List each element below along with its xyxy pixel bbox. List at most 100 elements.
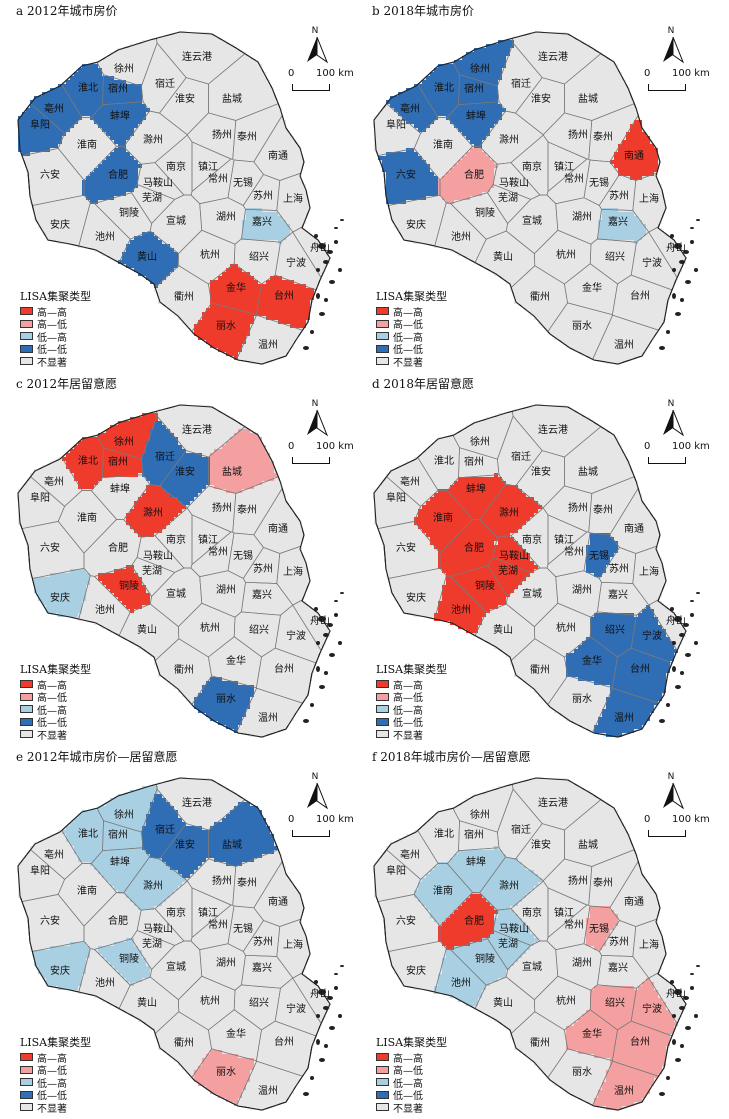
city-region-滁州 — [482, 485, 542, 537]
panel-title: a 2012年城市房价 — [16, 4, 118, 18]
city-label: 蚌埠 — [110, 484, 130, 495]
island-mark — [314, 980, 318, 984]
island-mark — [319, 685, 325, 689]
city-region-滁州 — [126, 858, 186, 910]
city-region-马鞍山 — [494, 910, 538, 946]
city-label: 合肥 — [464, 916, 484, 927]
legend-title: LISA集聚类型 — [376, 1036, 448, 1049]
legend-item-HH: 高—高 — [376, 678, 447, 692]
city-region-南京 — [510, 882, 546, 942]
city-label: 淮北 — [434, 456, 454, 467]
island-mark — [318, 989, 326, 995]
city-label: 台州 — [630, 1037, 650, 1048]
city-region-泰州 — [590, 104, 638, 160]
city-label: 宣城 — [166, 962, 186, 973]
city-region-苏州 — [598, 176, 634, 212]
city-region-温州 — [238, 1062, 302, 1110]
city-region-阜阳 — [18, 104, 66, 156]
legend-swatch — [376, 1090, 389, 1099]
map-canvas — [373, 31, 700, 365]
city-label: 温州 — [258, 1086, 278, 1097]
legend-swatch — [20, 1090, 33, 1099]
scale-bar: 0 100 km — [644, 437, 710, 467]
legend-label: 低—低 — [393, 1091, 423, 1103]
city-region-滁州 — [482, 112, 542, 164]
city-label: 扬州 — [212, 130, 232, 141]
city-label: 淮安 — [175, 840, 195, 851]
legend-item-HL: 高—低 — [376, 318, 447, 331]
city-label: 池州 — [451, 605, 471, 616]
city-label: 宁波 — [642, 1004, 662, 1015]
city-label: 宁波 — [642, 631, 662, 642]
city-region-六安 — [378, 894, 438, 950]
legend-label: 高—高 — [37, 680, 67, 692]
city-border-温州 — [231, 687, 330, 737]
north-arrow-icon — [307, 409, 329, 437]
island-mark — [694, 641, 698, 645]
map-panel-6: f 2018年城市房价—居留意愿 N 0 100 km 连云港 徐州 宿迁 淮北 宿州 淮安 盐城亳… — [356, 746, 720, 1119]
city-region-舟山 — [650, 974, 686, 1022]
island-mark — [690, 600, 694, 602]
city-label: 亳州 — [400, 850, 420, 861]
city-region-温州 — [594, 316, 658, 364]
city-label: 扬州 — [212, 503, 232, 514]
city-label: 苏州 — [253, 191, 273, 202]
legend-item-LH: 低—高 — [376, 330, 447, 344]
island-mark — [694, 1014, 698, 1018]
city-label: 嘉兴 — [252, 963, 272, 974]
island-mark — [679, 260, 685, 264]
city-region-马鞍山 — [494, 164, 538, 200]
legend-item-HL: 高—低 — [20, 318, 91, 331]
legend-item-NS: 不显著 — [20, 728, 91, 742]
island-mark — [666, 1076, 670, 1080]
city-label: 舟山 — [666, 989, 686, 1000]
city-region-衢州 — [510, 1014, 566, 1078]
legend-swatch — [376, 357, 389, 366]
city-label: 镇江 — [554, 908, 574, 919]
city-region-杭州 — [534, 605, 590, 657]
city-region-滁州 — [126, 112, 186, 164]
north-arrow: N — [644, 772, 694, 810]
city-label: 池州 — [451, 232, 471, 243]
city-region-芜湖 — [490, 557, 530, 597]
city-region-淮安 — [162, 826, 210, 878]
island-mark — [696, 219, 700, 221]
city-region-杭州 — [178, 605, 234, 657]
panel-title: f 2018年城市房价—居留意愿 — [372, 750, 531, 764]
city-region-黄山 — [474, 232, 534, 288]
city-region-上海 — [634, 545, 666, 605]
city-label: 宿州 — [108, 457, 128, 468]
city-label: 池州 — [451, 978, 471, 989]
city-label: 苏州 — [609, 191, 629, 202]
city-label: 六安 — [40, 916, 60, 927]
city-region-宁波 — [630, 232, 678, 288]
legend-item-LH: 低—高 — [20, 703, 91, 717]
legend-item-HH: 高—高 — [20, 1051, 91, 1065]
city-label: 台州 — [630, 291, 650, 302]
city-label: 徐州 — [470, 810, 490, 821]
region-outline-stroke — [17, 31, 331, 365]
city-label: 亳州 — [44, 850, 64, 861]
city-label: 宁波 — [642, 258, 662, 269]
city-label: 金华 — [582, 656, 602, 667]
city-region-徐州 — [98, 786, 158, 830]
city-label: 常州 — [564, 547, 584, 558]
city-region-上海 — [278, 545, 310, 605]
city-label: 泰州 — [593, 878, 613, 889]
map-panel-1: a 2012年城市房价 N 0 100 km 连云港 徐州 宿迁 淮北 宿州 淮安 盐城 亳州 蚌埠 阜阳… — [0, 0, 364, 373]
city-region-马鞍山 — [138, 537, 182, 573]
island-mark — [327, 996, 333, 1000]
island-mark — [323, 633, 329, 637]
legend-swatch — [376, 1065, 389, 1074]
legend-title: LISA集聚类型 — [20, 1036, 92, 1049]
city-region-黄山 — [118, 978, 178, 1034]
city-region-无锡 — [586, 906, 618, 950]
legend-label: 低—低 — [393, 345, 423, 357]
scale-zero: 0 — [288, 68, 295, 79]
legend-item-LH: 低—高 — [376, 1076, 447, 1090]
scale-line — [292, 457, 330, 464]
scale-zero: 0 — [644, 441, 651, 452]
city-border-池州 — [401, 948, 487, 1110]
north-label: N — [311, 399, 319, 409]
city-label: 南京 — [166, 908, 186, 919]
